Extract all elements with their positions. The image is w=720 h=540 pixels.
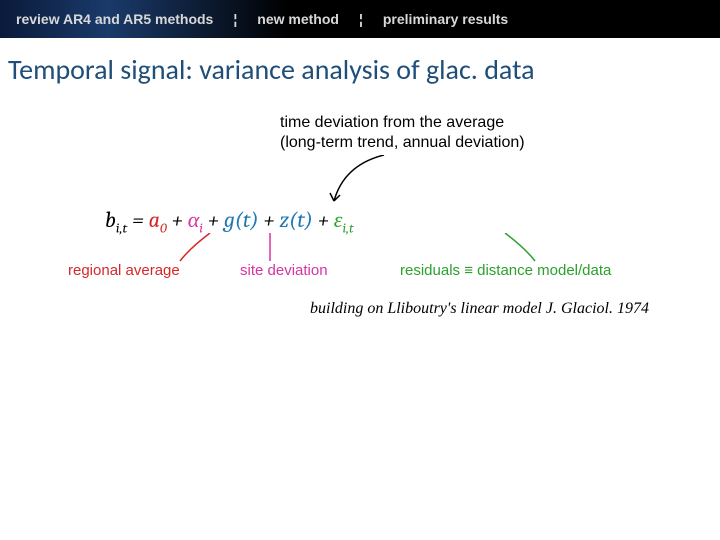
eq-a0-sub: 0 xyxy=(160,219,167,236)
time-deviation-label: time deviation from the average (long-te… xyxy=(280,113,585,153)
eq-z: z(t) xyxy=(279,207,312,233)
eq-plus2: + xyxy=(203,207,224,233)
nav-item-new-method: new method xyxy=(257,11,339,27)
nav-separator-1: ¦ xyxy=(233,11,237,27)
eq-lhs-sub: i,t xyxy=(116,219,127,236)
label-residuals: residuals ≡ distance model/data xyxy=(400,262,611,279)
label-regional-average: regional average xyxy=(68,262,180,279)
nav-item-review: review AR4 and AR5 methods xyxy=(16,11,213,27)
eq-a0: a xyxy=(149,207,160,233)
nav-separator-2: ¦ xyxy=(359,11,363,27)
page-title: Temporal signal: variance analysis of gl… xyxy=(8,52,720,87)
topbox-line2: (long-term trend, annual deviation) xyxy=(280,134,525,151)
label-site-deviation: site deviation xyxy=(240,262,328,279)
arrow-green-icon xyxy=(500,233,540,263)
topbox-line1: time deviation from the average xyxy=(280,114,504,131)
eq-plus4: + xyxy=(313,207,334,233)
eq-alpha: α xyxy=(188,207,200,233)
eq-lhs-b: b xyxy=(105,207,116,233)
arrow-red-icon xyxy=(175,233,215,263)
navbar: review AR4 and AR5 methods ¦ new method … xyxy=(0,0,720,38)
eq-equals: = xyxy=(127,207,148,233)
eq-eps-sub: i,t xyxy=(342,219,353,236)
eq-plus1: + xyxy=(167,207,188,233)
arrow-magenta-icon xyxy=(255,233,285,263)
eq-g: g(t) xyxy=(224,207,259,233)
eq-plus3: + xyxy=(259,207,280,233)
equation-diagram: time deviation from the average (long-te… xyxy=(0,107,720,317)
citation: building on Lliboutry's linear model J. … xyxy=(310,300,649,318)
nav-item-preliminary: preliminary results xyxy=(383,11,508,27)
equation: bi,t = a0 + αi + g(t) + z(t) + εi,t xyxy=(105,207,354,236)
arrow-top-icon xyxy=(324,155,396,209)
